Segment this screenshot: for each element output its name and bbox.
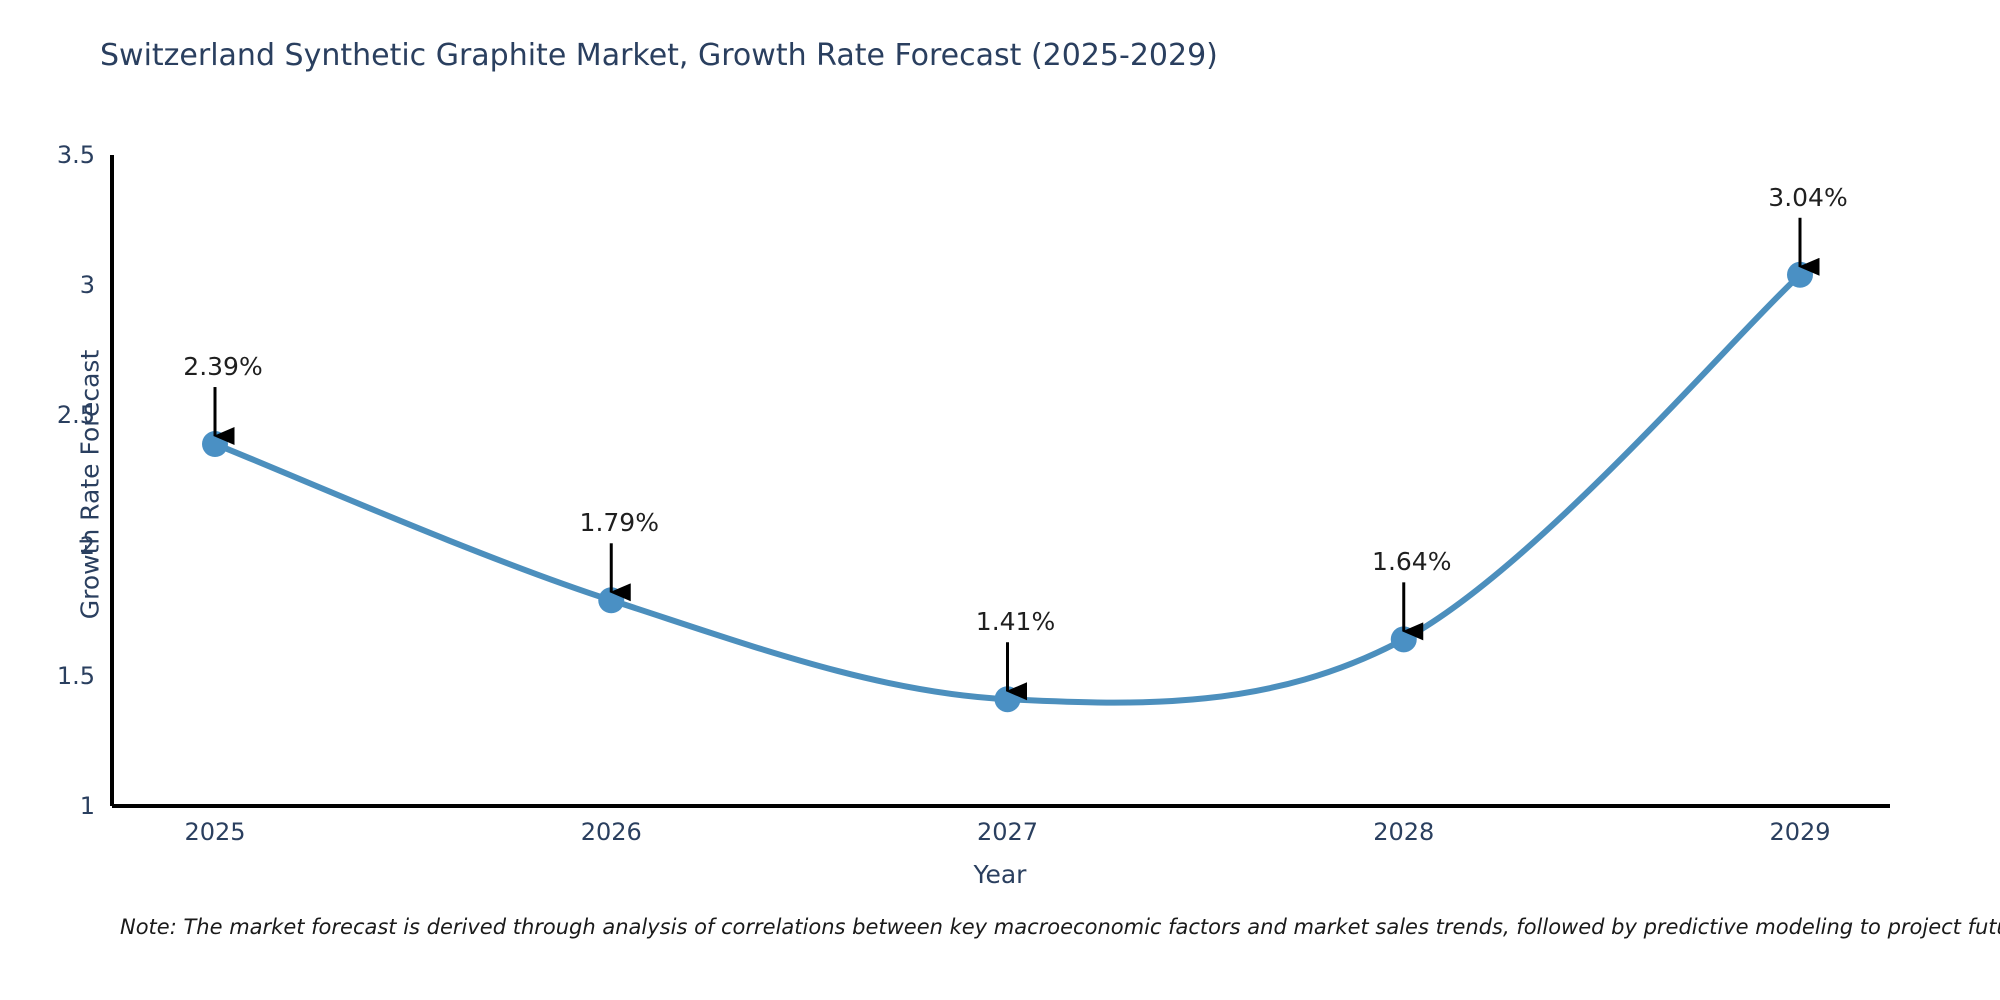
x-axis-title: Year [973, 860, 1027, 889]
x-tick-label: 2027 [976, 818, 1039, 846]
x-tick-label: 2026 [580, 818, 642, 846]
x-tick-label: 2028 [1373, 818, 1435, 846]
data-label-2029: 3.04% [1768, 182, 1848, 212]
y-tick-label: 2.5 [56, 401, 95, 430]
series-line [212, 271, 1803, 706]
chart-title: Switzerland Synthetic Graphite Market, G… [100, 38, 1218, 73]
y-tick-label: 3.5 [56, 141, 95, 169]
data-label-2027: 1.41% [975, 607, 1056, 637]
data-label-2026: 1.79% [579, 508, 659, 538]
y-tick-label: 1 [79, 792, 95, 820]
footer-note: Note: The market forecast is derived thr… [120, 915, 2000, 939]
x-tick-label: 2029 [1769, 818, 1831, 846]
x-tick-label: 2025 [184, 818, 246, 846]
y-tick-label: 3 [79, 271, 95, 300]
data-label-2028: 1.64% [1372, 547, 1452, 577]
y-tick-label: 2 [79, 531, 95, 560]
y-tick-label: 1.5 [56, 661, 95, 690]
data-label-2025: 2.39% [183, 352, 263, 382]
